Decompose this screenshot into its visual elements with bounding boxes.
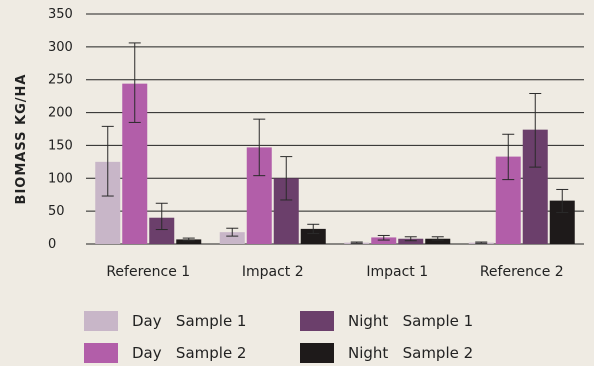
y-tick-label: 350 xyxy=(48,7,73,22)
x-category-label: Impact 2 xyxy=(242,264,304,280)
y-tick-label: 150 xyxy=(48,138,73,153)
y-tick-label: 200 xyxy=(48,106,73,121)
legend-swatch xyxy=(300,343,334,363)
bar xyxy=(371,237,397,244)
legend-label: Night Sample 1 xyxy=(348,312,474,330)
bar xyxy=(219,232,245,244)
legend-item-day-sample-2: Day Sample 2 xyxy=(84,342,246,364)
legend-item-night-sample-2: Night Sample 2 xyxy=(300,342,473,364)
y-axis-label: BIOMASS KG/HA xyxy=(14,74,29,205)
bar xyxy=(176,239,202,244)
y-tick-label: 50 xyxy=(48,204,65,219)
legend-item-night-sample-1: Night Sample 1 xyxy=(300,310,473,332)
y-tick-label: 0 xyxy=(48,237,56,252)
legend-swatch xyxy=(84,343,118,363)
legend-item-day-sample-1: Day Sample 1 xyxy=(84,310,246,332)
legend-label: Day Sample 2 xyxy=(132,344,247,362)
legend-swatch xyxy=(300,311,334,331)
bar xyxy=(300,228,326,244)
legend-label: Day Sample 1 xyxy=(132,312,247,330)
bar xyxy=(425,238,451,244)
chart-legend: Day Sample 1 Night Sample 1 Day Sample 2… xyxy=(84,304,584,366)
legend-label: Night Sample 2 xyxy=(348,344,474,362)
x-category-label: Impact 1 xyxy=(366,264,428,280)
y-tick-label: 250 xyxy=(48,73,73,88)
legend-swatch xyxy=(84,311,118,331)
x-category-label: Reference 1 xyxy=(106,264,190,280)
bar xyxy=(398,238,424,244)
y-tick-label: 100 xyxy=(48,171,73,186)
x-category-label: Reference 2 xyxy=(480,264,564,280)
y-tick-label: 300 xyxy=(48,40,73,55)
bar-chart: 0 50 100 150 200 250 300 350 BIOMASS KG/HA Refere… xyxy=(14,7,584,280)
